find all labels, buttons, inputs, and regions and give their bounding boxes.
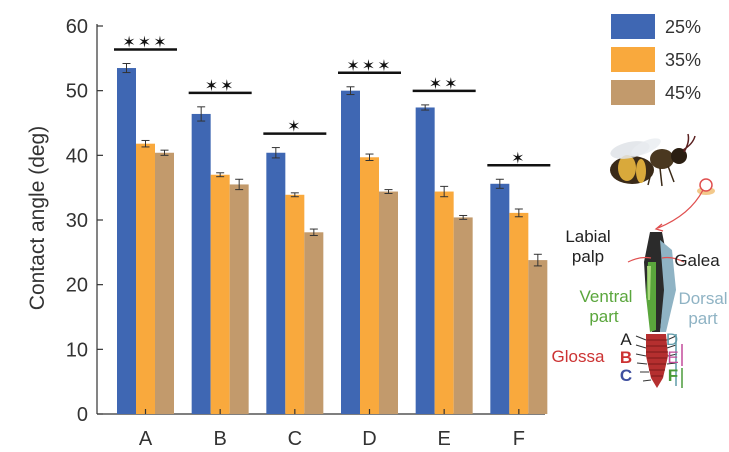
label-ventral-part-line2: part xyxy=(589,307,619,326)
significance-stars: ✶✶ xyxy=(205,78,236,95)
bar xyxy=(155,152,174,414)
honeybee-illustration xyxy=(610,133,715,195)
legend-swatch xyxy=(611,47,655,72)
legend: 25% 35% 45% xyxy=(611,14,701,105)
y-axis-title: Contact angle (deg) xyxy=(26,126,49,310)
label-dorsal-part-line2: part xyxy=(688,309,718,328)
y-tick-label: 0 xyxy=(77,404,88,426)
legend-swatch xyxy=(611,14,655,39)
label-labial-palp-line2: palp xyxy=(572,247,604,266)
x-tick-label: E xyxy=(437,428,450,450)
bar xyxy=(229,184,249,414)
region-letter-c: C xyxy=(620,366,632,385)
region-letter-b: B xyxy=(620,348,632,367)
x-tick-label: D xyxy=(362,428,376,450)
x-tick-label: C xyxy=(288,428,302,450)
legend-label: 25% xyxy=(665,17,701,37)
bar xyxy=(304,232,324,414)
legend-label: 35% xyxy=(665,50,701,70)
proboscis-illustration xyxy=(627,232,685,388)
x-tick-label: F xyxy=(513,428,525,450)
proboscis-schematic: Labial palp Galea Ventral part Dorsal pa… xyxy=(552,133,728,388)
label-glossa: Glossa xyxy=(552,347,605,366)
significance-stars: ✶ xyxy=(287,119,302,136)
y-tick-label: 10 xyxy=(66,339,88,361)
significance-stars: ✶✶ xyxy=(429,76,460,93)
bar xyxy=(285,194,305,414)
label-galea: Galea xyxy=(674,251,720,270)
significance-stars: ✶✶✶ xyxy=(346,58,392,75)
y-tick-label: 50 xyxy=(66,81,88,103)
x-tick-label: B xyxy=(213,428,226,450)
bar xyxy=(360,157,379,415)
bar xyxy=(191,113,211,415)
region-letter-e: E xyxy=(667,348,678,367)
bar xyxy=(210,174,230,414)
bar xyxy=(379,191,398,414)
label-ventral-part-line1: Ventral xyxy=(580,287,633,306)
label-dorsal-part-line1: Dorsal xyxy=(678,289,727,308)
bar xyxy=(341,90,360,415)
y-tick-label: 60 xyxy=(66,16,88,38)
bar xyxy=(266,152,286,414)
region-letter-a: A xyxy=(620,330,632,349)
bar xyxy=(453,217,473,414)
legend-swatch xyxy=(611,80,655,105)
bar xyxy=(509,212,529,414)
region-letter-d: D xyxy=(666,330,678,349)
bar xyxy=(136,143,155,414)
y-tick-label: 40 xyxy=(66,145,88,167)
bar xyxy=(434,191,454,414)
significance-stars: ✶✶✶ xyxy=(122,35,168,52)
bar xyxy=(117,68,136,415)
y-tick-label: 30 xyxy=(66,210,88,232)
plot-area: 0 10 20 30 40 50 60 A ✶✶✶ B ✶✶ C ✶ D ✶✶✶ E ✶✶ F ✶ xyxy=(66,16,551,450)
pointer-arrow xyxy=(657,189,704,229)
y-tick-label: 20 xyxy=(66,275,88,297)
bar xyxy=(528,260,548,414)
significance-stars: ✶ xyxy=(511,150,526,167)
bar xyxy=(415,107,435,414)
legend-label: 45% xyxy=(665,83,701,103)
label-labial-palp-line1: Labial xyxy=(565,227,610,246)
bar xyxy=(490,183,510,414)
x-tick-label: A xyxy=(139,428,153,450)
region-letter-f: F xyxy=(668,366,678,385)
